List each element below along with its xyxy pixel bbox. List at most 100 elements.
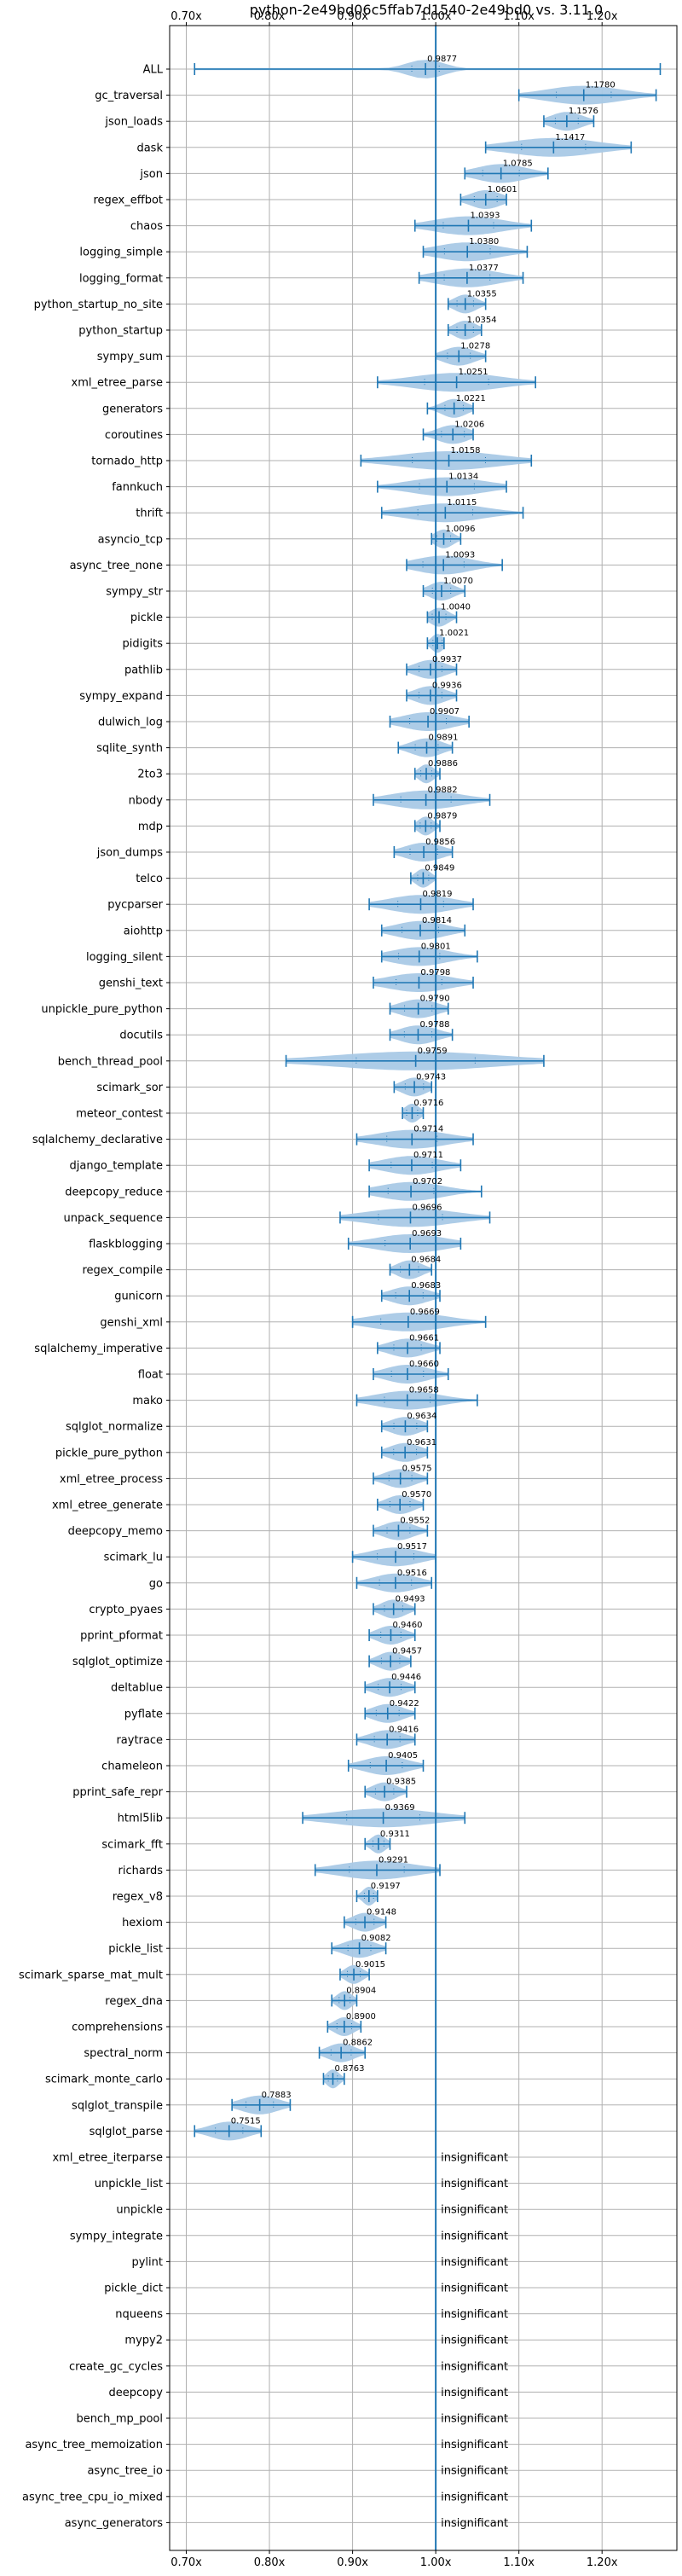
benchmark-label: pickle_dict [104,2283,163,2295]
benchmark-label: xml_etree_process [60,1473,163,1486]
insignificant-label: insignificant [441,2491,508,2503]
benchmark-label: tornado_http [91,455,163,468]
insignificant-label: insignificant [441,2517,508,2530]
value-label: 0.7515 [231,2116,261,2126]
value-label: 0.9385 [386,1778,416,1787]
x-tick-label-top: 1.00x [420,10,452,23]
benchmark-label: json_dumps [96,847,163,860]
value-label: 1.0158 [451,446,481,455]
benchmark-label: regex_v8 [113,1891,163,1904]
value-label: 0.9936 [432,681,462,690]
value-label: 1.0355 [467,289,497,299]
value-label: 0.9693 [412,1229,442,1239]
value-label: 0.9714 [413,1125,443,1134]
benchmark-label: telco [136,873,163,885]
value-label: 0.9702 [413,1177,442,1186]
value-label: 1.1780 [586,81,616,90]
benchmark-label: deepcopy [108,2387,163,2399]
benchmark-label: hexiom [122,1917,163,1929]
benchmark-label: sqlalchemy_declarative [32,1134,163,1146]
value-label: 0.8763 [334,2064,364,2074]
value-label: 0.9369 [385,1803,415,1813]
benchmark-label: raytrace [116,1734,163,1747]
value-label: 0.9446 [391,1673,421,1682]
benchmark-label: scimark_sor [96,1082,163,1094]
plot-frame [169,25,678,2551]
benchmark-label: python_startup [78,325,163,338]
benchmark-label: logging_silent [86,951,163,964]
benchmark-label: mdp [138,821,163,833]
insignificant-label: insignificant [441,2283,508,2295]
benchmark-label: async_generators [65,2517,164,2530]
value-label: 1.0096 [445,525,475,534]
value-label: 0.9891 [428,734,458,743]
benchmark-label: pprint_safe_repr [72,1786,163,1799]
benchmark-label: deepcopy_reduce [65,1186,163,1198]
value-label: 0.7883 [262,2091,292,2100]
x-tick-label-bottom: 1.10x [503,2556,535,2569]
value-label: 0.9575 [402,1464,432,1473]
benchmark-label: nbody [129,794,164,807]
insignificant-label: insignificant [441,2387,508,2399]
benchmark-label: dulwich_log [98,717,163,729]
x-tick-label-bottom: 0.70x [170,2556,202,2569]
benchmark-label: bench_mp_pool [76,2413,163,2426]
value-label: 0.9460 [392,1621,422,1630]
value-label: 0.8904 [346,1986,376,1995]
value-label: 0.9683 [411,1281,441,1291]
insignificant-label: insignificant [441,2413,508,2426]
value-label: 0.9516 [397,1569,427,1578]
benchmark-label: regex_effbot [93,194,163,207]
value-label: 0.9819 [422,890,452,899]
benchmark-label: xml_etree_parse [72,377,163,390]
value-label: 0.9457 [392,1647,422,1656]
benchmark-label: unpickle [116,2204,163,2217]
value-label: 1.0380 [469,237,499,247]
value-label: 0.9788 [419,1020,449,1030]
x-tick-label-bottom: 1.20x [587,2556,618,2569]
value-label: 1.1576 [569,107,598,116]
benchmark-label: sympy_sum [97,351,163,363]
benchmark-label: pathlib [124,664,163,676]
benchmark-label: asyncio_tcp [98,533,163,546]
benchmark-label: comprehensions [72,2022,163,2034]
benchmark-label: pidigits [123,638,164,651]
benchmark-label: dask [136,142,163,154]
benchmark-label: logging_simple [79,247,163,259]
benchmark-label: pickle_list [108,1943,163,1956]
benchmark-label: go [149,1577,163,1590]
value-label: 0.9696 [412,1203,442,1212]
value-label: 0.9660 [409,1360,439,1369]
benchmark-label: scimark_fft [101,1838,163,1851]
x-tick-label-top: 0.90x [337,10,368,23]
value-label: 1.0393 [470,212,500,221]
insignificant-label: insignificant [441,2178,508,2190]
benchmark-label: sqlite_synth [96,742,163,755]
benchmark-label: float [138,1369,163,1382]
value-label: 0.9015 [355,1960,385,1970]
insignificant-label: insignificant [441,2308,508,2321]
benchmark-label: mako [132,1395,163,1407]
labels: 0.70x 0.70x 0.80x 0.80x 0.90x 0.90x 1.00x 1.00x… [19,10,618,2569]
benchmark-label: create_gc_cycles [69,2360,163,2373]
benchmark-label: nqueens [115,2308,163,2321]
value-label: 1.0278 [460,342,490,351]
benchmark-label: pickle_pure_python [55,1447,163,1459]
benchmark-label: mypy2 [124,2335,163,2347]
value-label: 0.8862 [343,2039,373,2048]
value-label: 1.0021 [439,629,469,638]
benchmark-label: regex_dna [105,1995,163,2008]
chart-title: python-2e49bd06c5ffab7d1540-2e49bd0 vs. … [250,2,603,18]
value-label: 1.0785 [503,159,533,168]
insignificant-label: insignificant [441,2465,508,2478]
benchmark-label: scimark_lu [104,1552,163,1564]
x-tick-label-top: 0.80x [254,10,286,23]
value-label: 0.9801 [421,942,451,951]
benchmark-label: pickle [130,612,163,624]
value-label: 0.9743 [416,1072,446,1082]
benchmark-label: sqlglot_normalize [66,1421,163,1434]
benchmark-label: deepcopy_memo [68,1525,163,1538]
benchmark-label: crypto_pyaes [89,1604,163,1616]
benchmark-label: json_loads [104,116,163,129]
